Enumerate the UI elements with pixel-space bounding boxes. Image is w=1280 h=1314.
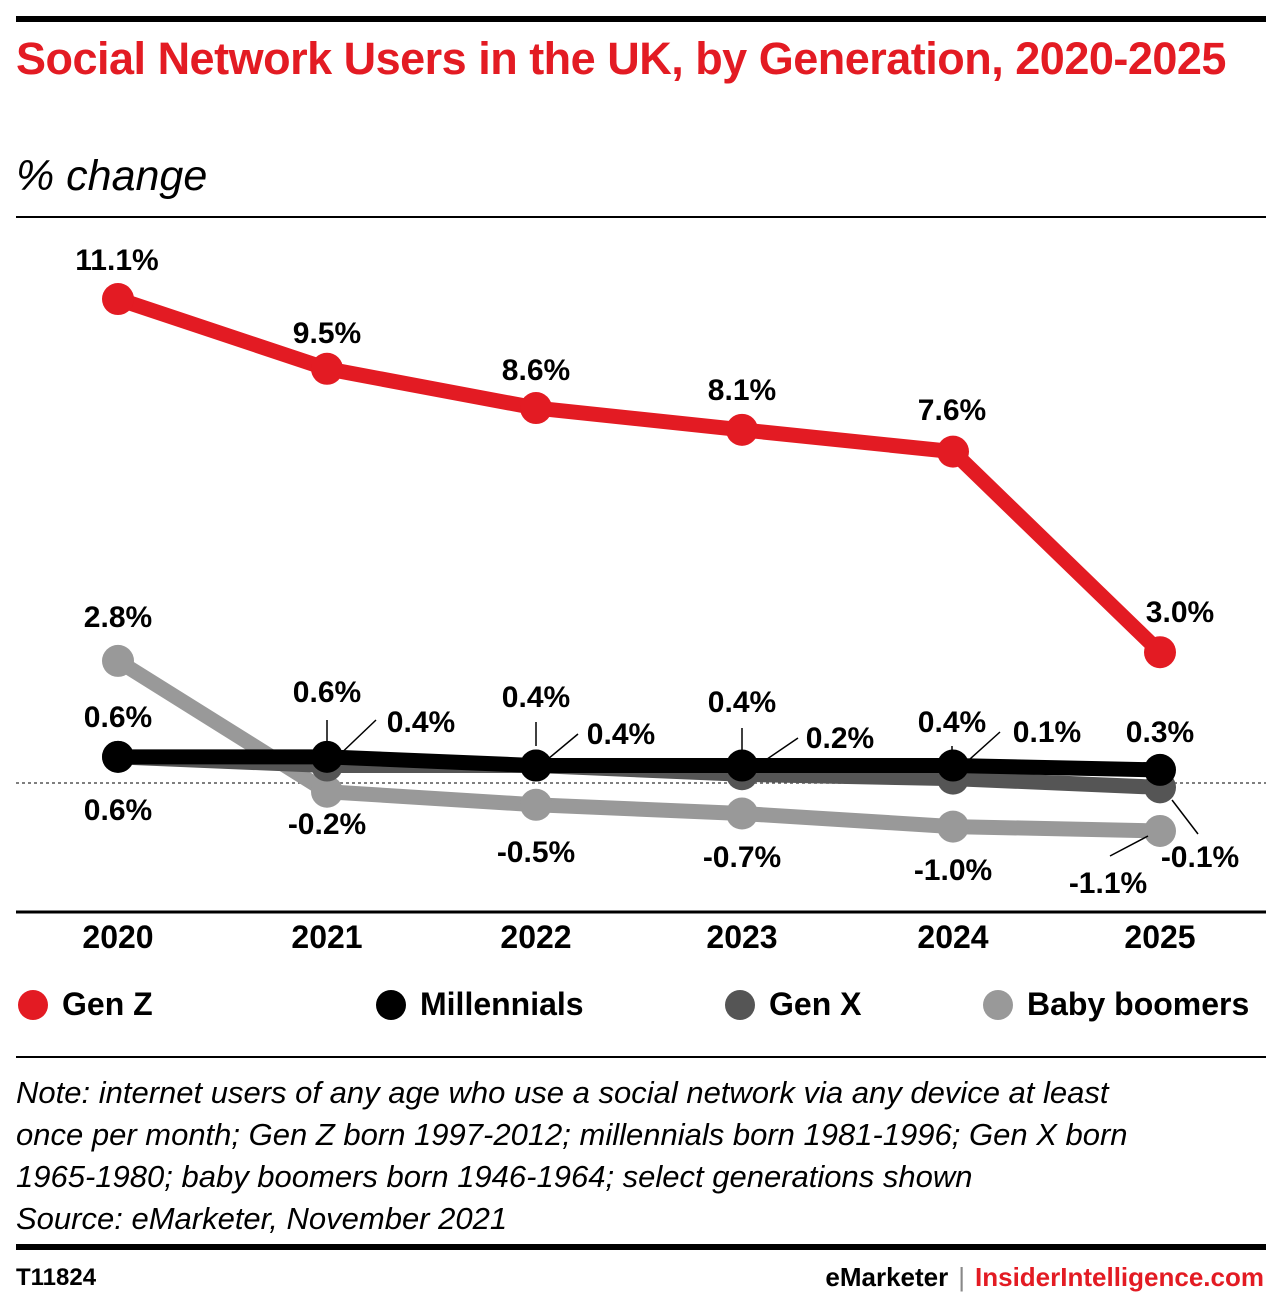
- data-point: [1144, 814, 1176, 847]
- data-point: [726, 413, 758, 446]
- data-point: [937, 749, 969, 782]
- footer-branding: eMarketer | InsiderIntelligence.com: [825, 1262, 1264, 1293]
- data-point: [1144, 636, 1176, 669]
- legend-label-gen-z: Gen Z: [62, 986, 153, 1022]
- data-point: [937, 810, 969, 843]
- legend-marker-millennials: [376, 989, 406, 1020]
- data-label: -1.0%: [914, 854, 992, 887]
- data-label: 2.8%: [84, 601, 152, 634]
- data-point: [726, 749, 758, 782]
- data-label: -0.2%: [288, 808, 366, 841]
- data-label: -0.5%: [497, 836, 575, 869]
- leader-line: [541, 733, 579, 765]
- legend-item-gen-z: Gen Z: [18, 986, 153, 1023]
- data-point: [726, 797, 758, 830]
- line-chart: 2020 2021 2022 2023 2024 2025 11.1% 9.5% 8.6% 8.1…: [16, 244, 1266, 955]
- note-line: 1965-1980; baby boomers born 1946-1964; …: [16, 1159, 973, 1194]
- legend-marker-gen-z: [18, 989, 48, 1020]
- data-point: [937, 435, 969, 468]
- top-rule: [16, 16, 1266, 22]
- x-tick-label: 2024: [917, 919, 988, 955]
- data-label: 7.6%: [918, 394, 986, 427]
- data-point: [1144, 753, 1176, 786]
- data-label: 9.5%: [293, 317, 361, 350]
- x-tick-label: 2022: [500, 919, 571, 955]
- chart-note: Note: internet users of any age who use …: [16, 1072, 1266, 1240]
- note-line: once per month; Gen Z born 1997-2012; mi…: [16, 1117, 1128, 1152]
- data-label: 3.0%: [1146, 596, 1214, 629]
- source-line: Source: eMarketer, November 2021: [16, 1201, 508, 1236]
- data-label: 0.1%: [1013, 716, 1081, 749]
- leader-line: [959, 731, 1001, 769]
- data-label: 0.2%: [806, 722, 874, 755]
- leader-line: [1171, 799, 1199, 835]
- chart-title: Social Network Users in the UK, by Gener…: [16, 33, 1226, 84]
- data-label: -0.1%: [1161, 841, 1239, 874]
- x-tick-label: 2020: [82, 919, 153, 955]
- legend-label-baby-boomers: Baby boomers: [1027, 986, 1250, 1022]
- legend-rule: [16, 1056, 1266, 1058]
- legend-item-millennials: Millennials: [376, 986, 584, 1023]
- data-point: [102, 644, 134, 677]
- data-label: 11.1%: [75, 244, 158, 277]
- subtitle-rule: [16, 216, 1266, 218]
- footer-rule: [16, 1244, 1266, 1250]
- data-point: [311, 740, 343, 773]
- data-label: 0.4%: [502, 681, 570, 714]
- legend: Gen Z Millennials Gen X Baby boomers: [0, 986, 1280, 1032]
- data-point: [102, 283, 134, 316]
- chart-id: T11824: [16, 1264, 97, 1291]
- leader-line: [747, 737, 799, 773]
- legend-label-gen-x: Gen X: [769, 986, 862, 1022]
- data-label: 0.4%: [587, 718, 655, 751]
- data-label: 0.6%: [84, 701, 152, 734]
- data-label: 8.1%: [708, 374, 776, 407]
- x-tick-label: 2023: [706, 919, 777, 955]
- legend-item-baby-boomers: Baby boomers: [983, 986, 1249, 1023]
- note-line: Note: internet users of any age who use …: [16, 1075, 1109, 1110]
- legend-label-millennials: Millennials: [420, 986, 584, 1022]
- data-point: [311, 775, 343, 808]
- legend-marker-gen-x: [725, 989, 755, 1020]
- legend-item-gen-x: Gen X: [725, 986, 861, 1023]
- chart-subtitle: % change: [16, 152, 208, 200]
- brand-separator: |: [958, 1262, 966, 1292]
- data-label: 0.6%: [84, 794, 152, 827]
- data-label: 0.4%: [387, 706, 455, 739]
- brand-emarketer: eMarketer: [825, 1262, 949, 1292]
- data-point: [520, 392, 552, 425]
- data-label: 0.6%: [293, 676, 361, 709]
- x-tick-label: 2025: [1124, 919, 1195, 955]
- data-point: [520, 788, 552, 821]
- data-point: [311, 352, 343, 385]
- series-line: [110, 749, 1168, 778]
- x-tick-label: 2021: [291, 919, 362, 955]
- leader-line: [1109, 835, 1149, 857]
- data-label: 0.4%: [918, 706, 986, 739]
- data-label: -0.7%: [703, 841, 781, 874]
- data-label: 8.6%: [502, 354, 570, 387]
- brand-insider-intelligence[interactable]: InsiderIntelligence.com: [975, 1262, 1264, 1292]
- data-label: 0.4%: [708, 686, 776, 719]
- leader-line: [331, 719, 377, 763]
- data-label: -1.1%: [1069, 867, 1147, 900]
- legend-marker-baby-boomers: [983, 989, 1013, 1020]
- data-label: 0.3%: [1126, 716, 1194, 749]
- data-point: [520, 749, 552, 782]
- series-line: [110, 291, 1168, 660]
